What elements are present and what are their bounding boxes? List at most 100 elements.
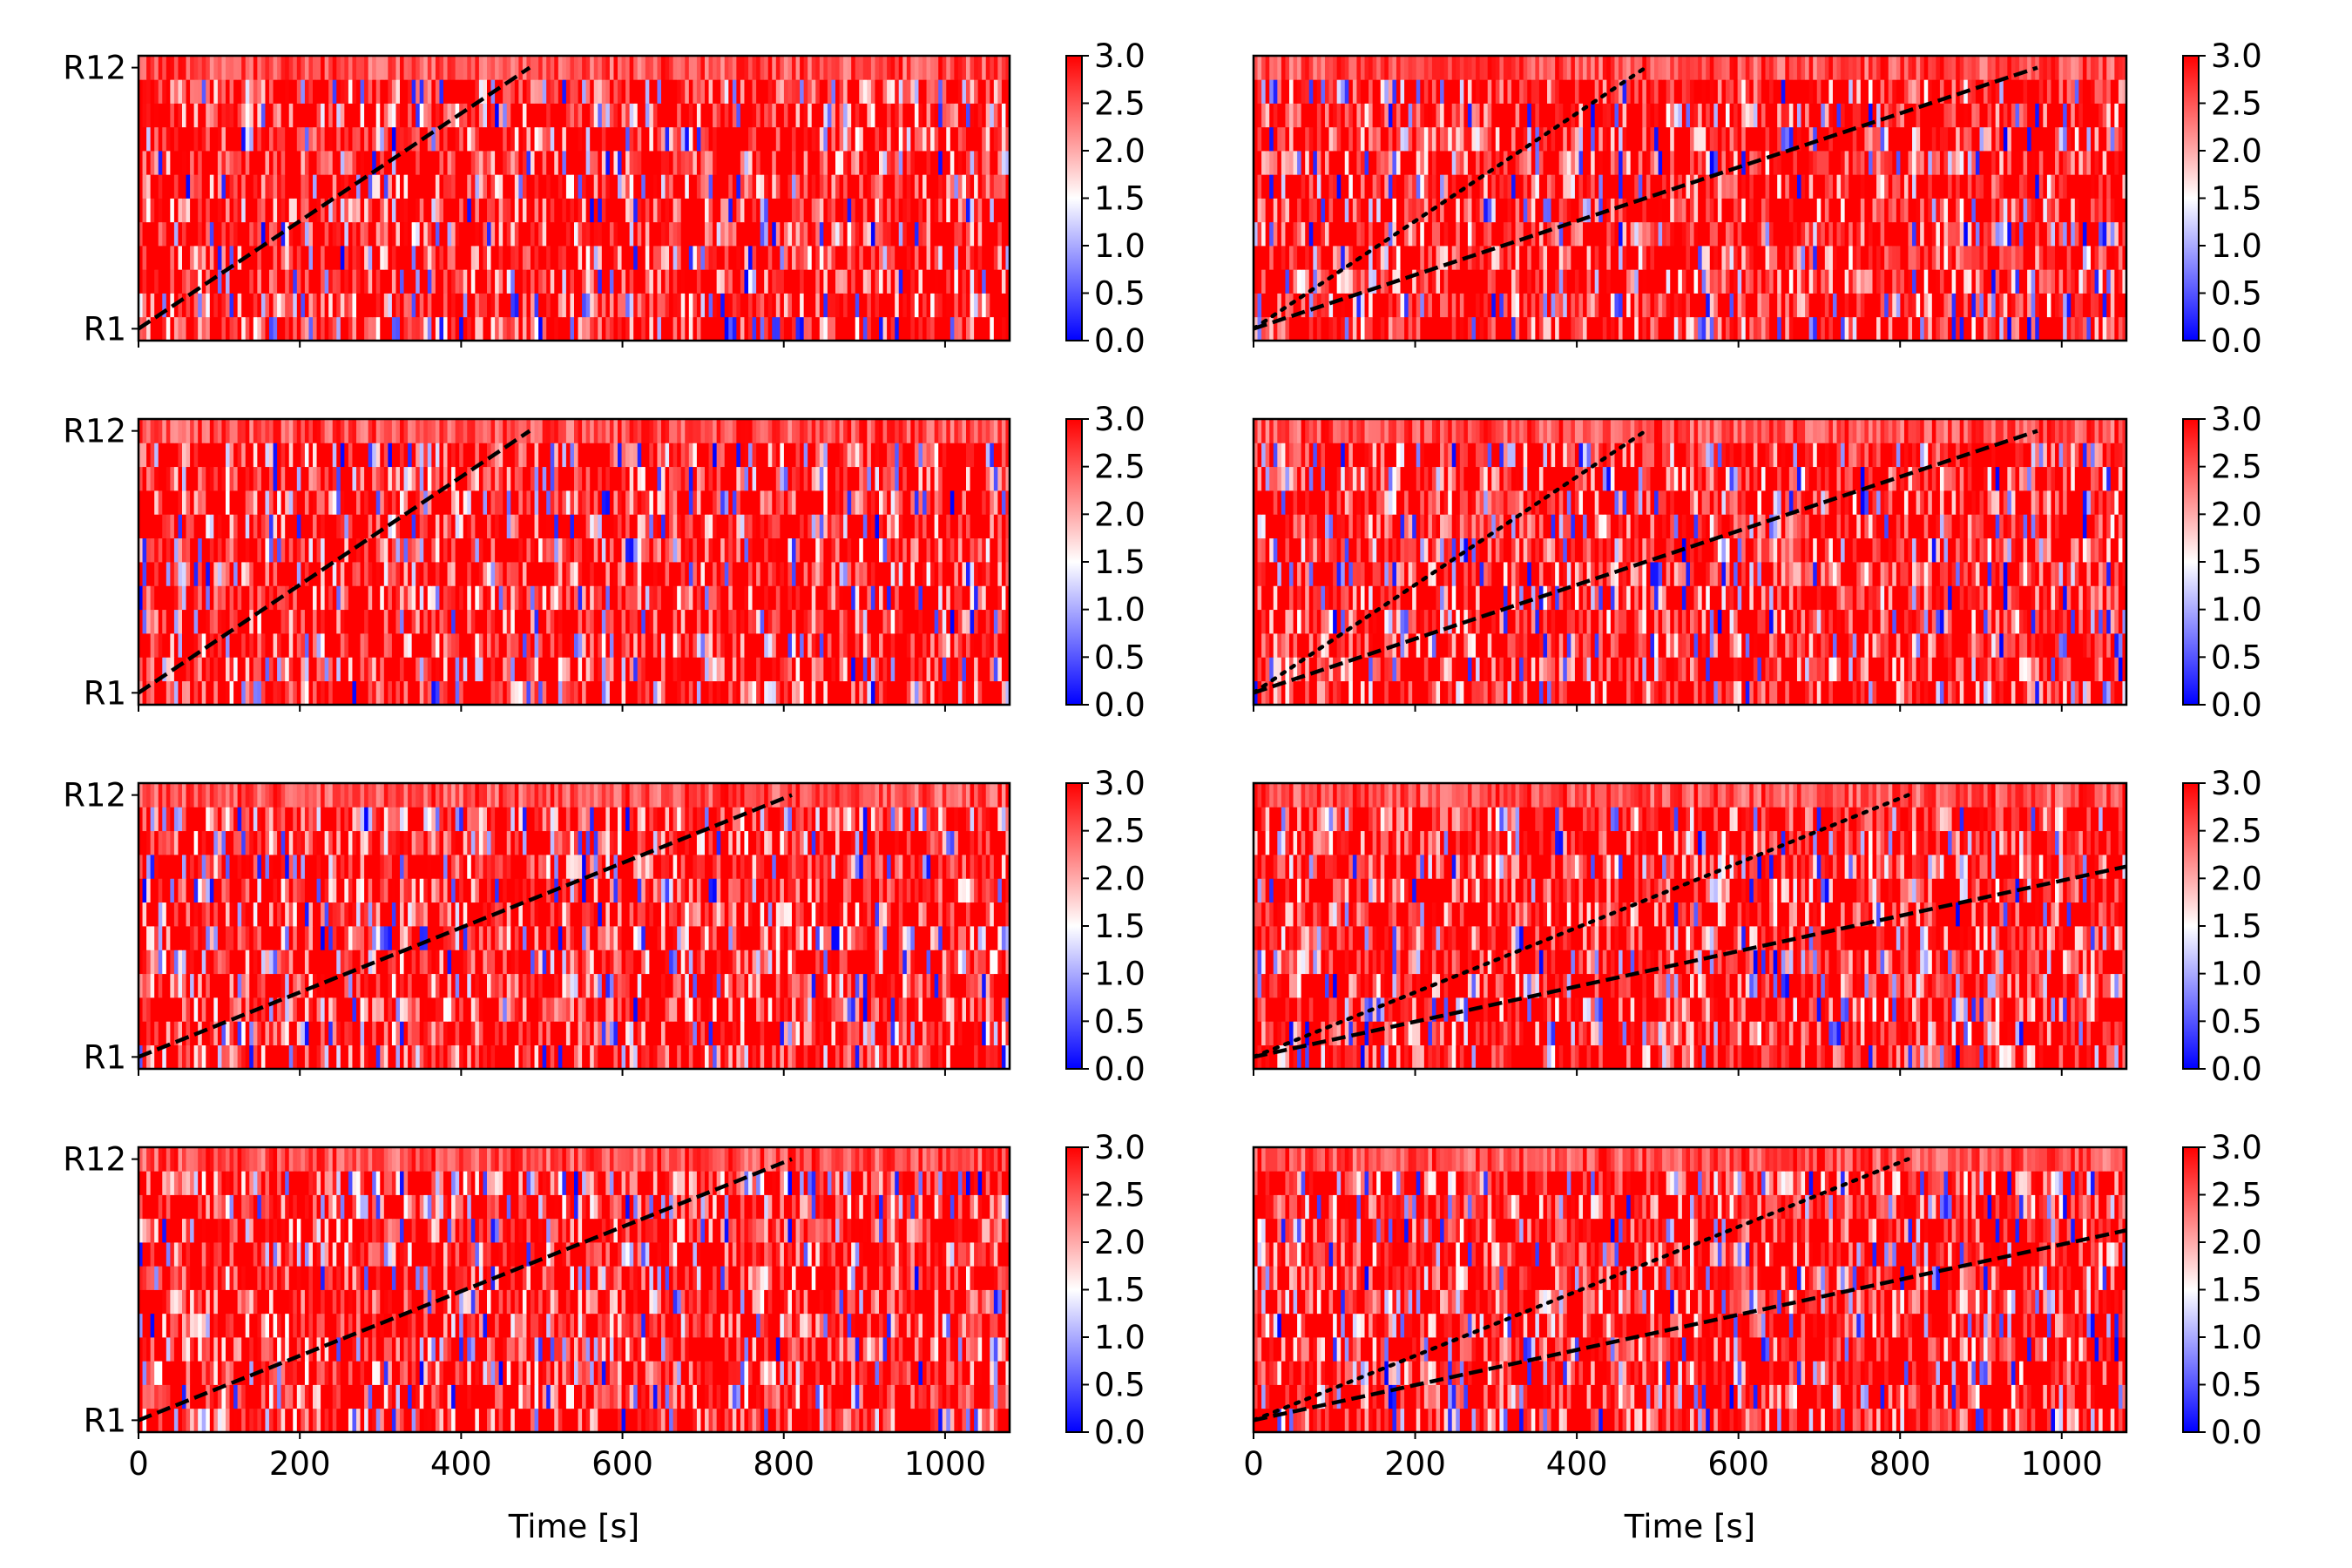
heatmap-cell (395, 56, 401, 80)
heatmap-cell (1690, 126, 1695, 152)
heatmap-cell (158, 293, 163, 318)
heatmap-cell (1376, 151, 1382, 175)
heatmap-cell (1328, 269, 1334, 294)
heatmap-cell (304, 79, 310, 104)
heatmap-cell (815, 79, 821, 104)
heatmap-cell (308, 293, 314, 318)
heatmap-cell (487, 56, 492, 80)
heatmap-cell (629, 151, 634, 175)
heatmap-cell (1816, 174, 1821, 199)
heatmap-cell (435, 316, 441, 341)
heatmap-cell (554, 126, 559, 152)
heatmap-cell (1535, 293, 1540, 318)
heatmap-cell (186, 246, 191, 270)
heatmap-cell (1265, 151, 1270, 175)
heatmap-cell (1456, 316, 1461, 341)
heatmap-cell (862, 56, 868, 80)
heatmap-cell (618, 56, 623, 80)
heatmap-cell (1443, 293, 1449, 318)
heatmap-cell (1729, 269, 1734, 294)
heatmap-cell (661, 151, 666, 175)
heatmap-cell (2038, 103, 2044, 128)
heatmap-cell (713, 316, 718, 341)
heatmap-cell (1388, 151, 1393, 175)
heatmap-cell (201, 56, 206, 80)
heatmap-cell (645, 198, 650, 223)
heatmap-cell (451, 246, 456, 270)
heatmap-cell (772, 79, 777, 104)
heatmap-cell (1984, 246, 1989, 270)
heatmap-cell (661, 293, 666, 318)
heatmap-cell (1948, 293, 1953, 318)
heatmap-cell (336, 246, 341, 270)
heatmap-cell (1495, 126, 1500, 152)
heatmap-cell (1281, 79, 1287, 104)
heatmap-cell (1836, 174, 1842, 199)
heatmap-cell (1948, 126, 1953, 152)
heatmap-cell (1443, 221, 1449, 247)
heatmap-cell (285, 56, 290, 80)
heatmap-cell (1836, 246, 1842, 270)
heatmap-cell (443, 126, 449, 152)
heatmap-cell (182, 151, 187, 175)
heatmap-cell (993, 221, 998, 247)
heatmap-cell (546, 79, 551, 104)
heatmap-cell (293, 269, 298, 294)
heatmap-cell (498, 293, 504, 318)
heatmap-cell (775, 151, 781, 175)
heatmap-cell (1650, 293, 1655, 318)
heatmap-cell (1773, 151, 1778, 175)
heatmap-cell (637, 246, 642, 270)
heatmap-cell (823, 198, 828, 223)
heatmap-cell (1626, 269, 1632, 294)
heatmap-cell (613, 103, 618, 128)
heatmap-cell (1443, 103, 1449, 128)
heatmap-cell (1678, 103, 1683, 128)
heatmap-cell (439, 269, 444, 294)
heatmap-cell (1324, 198, 1330, 223)
heatmap-cell (914, 151, 920, 175)
heatmap-cell (1816, 221, 1821, 247)
heatmap-cell (1987, 103, 1992, 128)
heatmap-cell (139, 79, 144, 104)
heatmap-cell (1856, 293, 1862, 318)
heatmap-cell (400, 151, 405, 175)
heatmap-cell (467, 126, 472, 152)
heatmap-cell (2094, 293, 2099, 318)
heatmap-cell (495, 316, 500, 341)
heatmap-cell (1928, 151, 1933, 175)
heatmap-cell (934, 269, 939, 294)
heatmap-cell (352, 126, 357, 152)
heatmap-cell (142, 198, 147, 223)
heatmap-cell (661, 79, 666, 104)
heatmap-cell (1531, 151, 1536, 175)
heatmap-cell (2003, 221, 2008, 247)
heatmap-cell (403, 246, 409, 270)
heatmap-cell (546, 174, 551, 199)
heatmap-cell (621, 56, 626, 80)
heatmap-cell (728, 293, 733, 318)
heatmap-cell (1844, 293, 1849, 318)
heatmap-cell (1583, 316, 1588, 341)
heatmap-cell (1912, 126, 1917, 152)
heatmap-cell (1591, 221, 1596, 247)
heatmap-cell (1436, 246, 1441, 270)
heatmap-cell (1868, 316, 1874, 341)
heatmap-cell (1967, 126, 1972, 152)
heatmap-cell (2007, 293, 2012, 318)
heatmap-cell (2099, 151, 2104, 175)
heatmap-cell (1352, 198, 1358, 223)
heatmap-cell (416, 316, 421, 341)
heatmap-cell (1257, 246, 1262, 270)
heatmap-cell (463, 56, 468, 80)
heatmap-cell (942, 221, 947, 247)
heatmap-cell (1777, 246, 1782, 270)
heatmap-cell (2015, 221, 2020, 247)
heatmap-cell (150, 174, 155, 199)
heatmap-cell (1796, 269, 1802, 294)
heatmap-cell (558, 316, 563, 341)
heatmap-cell (1277, 221, 1282, 247)
heatmap-cell (954, 174, 959, 199)
heatmap-cell (1400, 126, 1405, 152)
heatmap-cell (280, 174, 286, 199)
